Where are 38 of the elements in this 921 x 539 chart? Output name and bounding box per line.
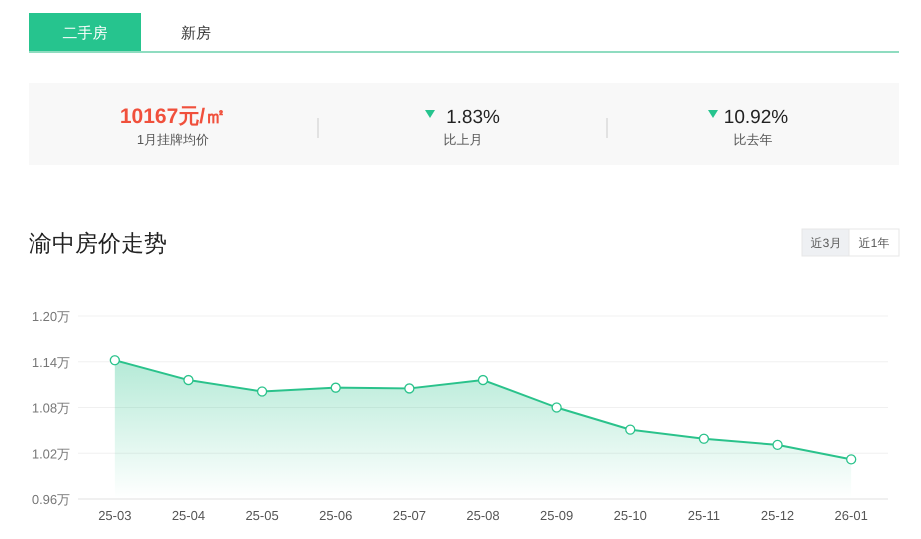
text: 1.83% <box>446 107 500 128</box>
point <box>551 402 562 413</box>
point <box>846 454 856 464</box>
text: 近1年 <box>858 236 890 250</box>
point <box>183 374 194 386</box>
y-tick-label: 1.08万 <box>32 400 70 416</box>
x-tick-label: 25-03 <box>98 508 132 523</box>
text: 比上月 <box>444 132 482 147</box>
x-tick-label: 26-01 <box>834 508 868 523</box>
x-tick-label: 25-11 <box>688 508 720 523</box>
x-tick-label: 25-06 <box>319 508 352 523</box>
x-tick-label: 25-05 <box>245 508 279 523</box>
text: 1月挂牌均价 <box>136 132 210 147</box>
text: 比去年 <box>734 132 772 147</box>
point <box>256 386 268 397</box>
text: 近3月 <box>810 236 842 250</box>
x-tick-label: 25-09 <box>540 508 574 523</box>
text: 10167元/㎡ <box>120 105 226 128</box>
x-tick-label: 25-12 <box>760 508 794 523</box>
x-tick-label: 25-04 <box>172 508 206 523</box>
y-tick-label: 1.02万 <box>32 446 70 462</box>
x-tick-label: 25-08 <box>466 508 500 523</box>
point <box>110 355 120 366</box>
x-tick-label: 25-10 <box>614 508 647 523</box>
point <box>772 440 783 450</box>
point <box>330 382 341 393</box>
point <box>698 434 710 444</box>
text: 10.92% <box>724 107 788 128</box>
y-tick-label: 0.96万 <box>32 492 70 507</box>
text: 二手房 <box>62 25 108 42</box>
point <box>478 374 488 386</box>
chart-title: 渝中房价走势 <box>29 230 167 256</box>
y-tick-label: 1.14万 <box>32 354 70 370</box>
point <box>625 424 636 435</box>
x-tick-label: 25-07 <box>392 508 426 523</box>
point <box>404 383 415 394</box>
y-tick-label: 1.20万 <box>32 309 70 324</box>
text: 新房 <box>181 25 211 42</box>
